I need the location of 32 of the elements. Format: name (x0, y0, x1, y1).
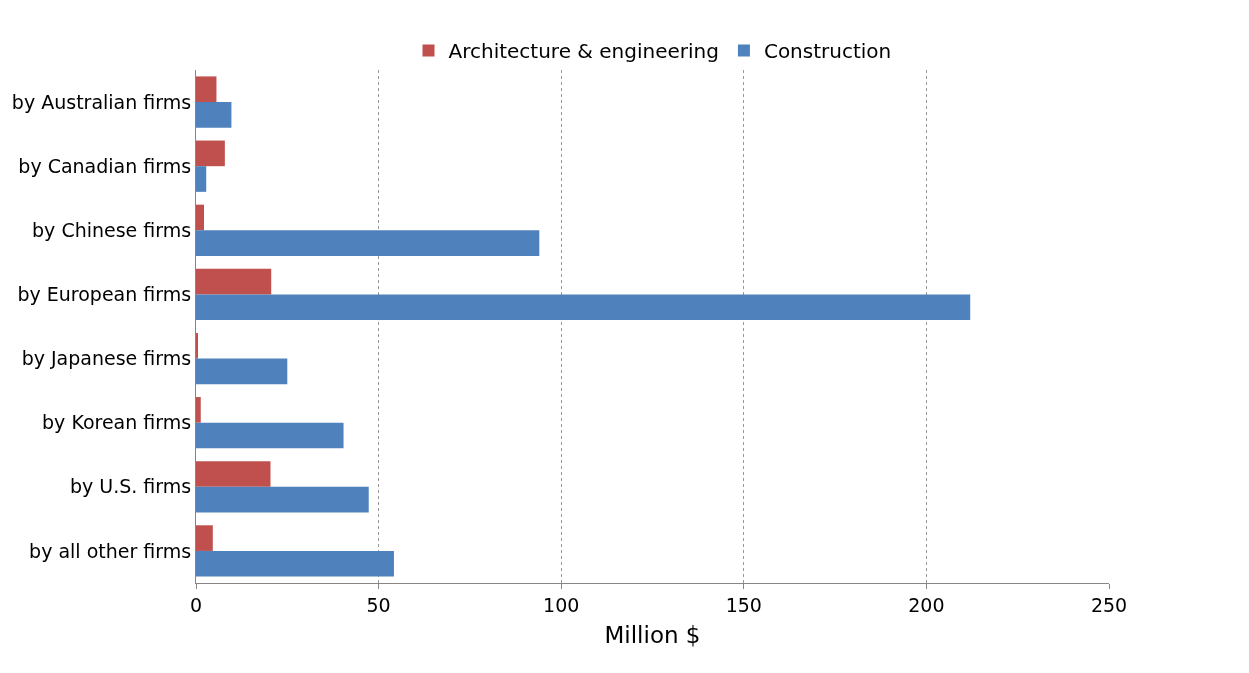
bar (196, 422, 344, 449)
bar (196, 166, 207, 192)
y-tick-label: by all other firms (29, 539, 192, 562)
x-tick-label: 0 (189, 593, 203, 616)
bar (196, 76, 217, 103)
y-tick-label: by Canadian firms (18, 154, 192, 177)
y-tick-label: by Chinese firms (32, 218, 192, 241)
legend-label: Architecture & engineering (448, 39, 719, 64)
x-tick-label: 50 (366, 593, 391, 616)
x-tick-label: 150 (725, 593, 762, 616)
y-tick-label: by U.S. firms (69, 475, 192, 498)
bar (196, 140, 225, 167)
bar (196, 461, 271, 487)
y-tick-label: by European firms (17, 283, 192, 306)
bar (196, 397, 201, 423)
y-tick-label: by Japanese firms (21, 347, 192, 370)
y-tick-label: by Australian firms (11, 90, 192, 113)
bar (196, 230, 540, 256)
legend-label: Construction (763, 39, 892, 64)
y-tick-label: by Korean firms (42, 411, 192, 434)
bar (196, 268, 272, 295)
bar (196, 204, 205, 231)
x-tick-label: 250 (1090, 593, 1128, 616)
bar (196, 525, 213, 551)
bar (196, 102, 232, 128)
x-tick-label: 100 (543, 593, 580, 616)
bar (196, 294, 971, 321)
x-tick-label: 200 (908, 593, 945, 616)
bar (196, 486, 369, 513)
x-axis-title: Million $ (604, 622, 701, 649)
bar (196, 550, 394, 577)
bar (196, 358, 288, 385)
